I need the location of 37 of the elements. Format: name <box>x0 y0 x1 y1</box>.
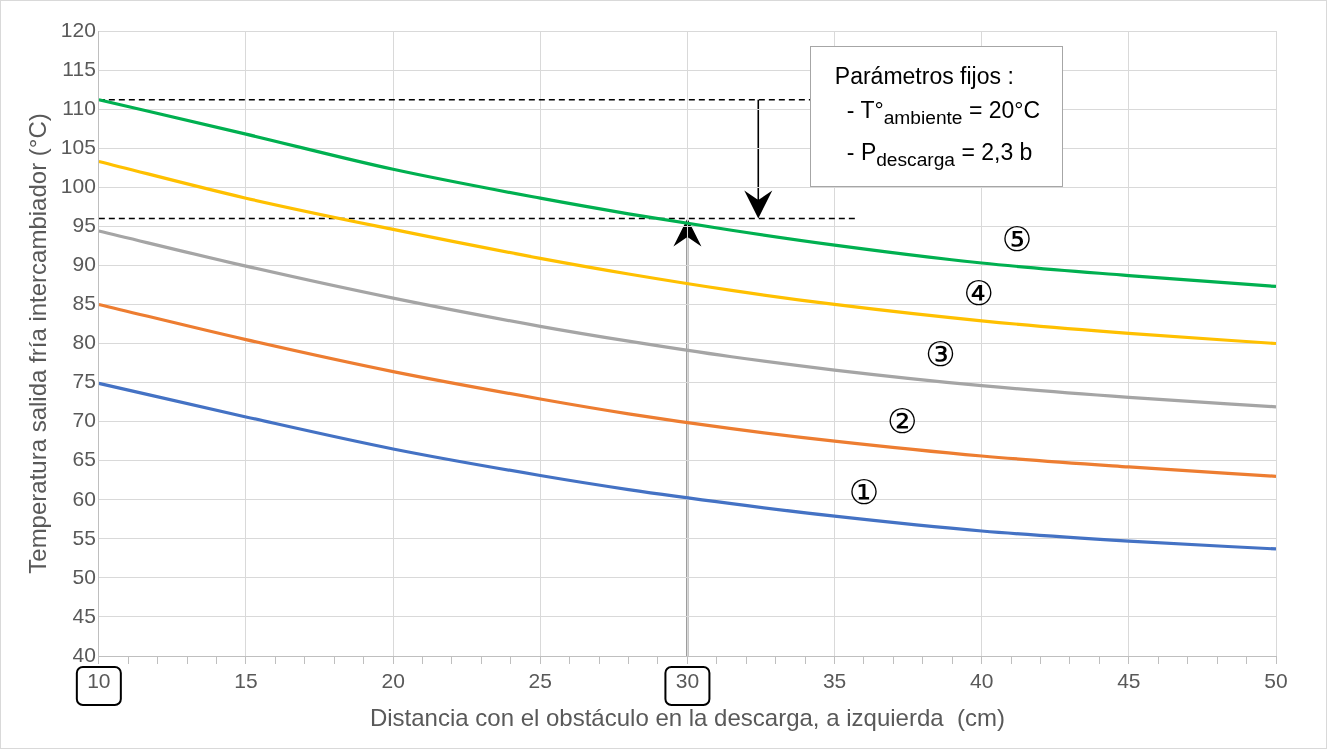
annotation: Parámetros fijos : <box>834 62 1015 91</box>
x-tick-label: 50 <box>1264 669 1288 693</box>
x-tick-label: 30 <box>675 669 700 693</box>
y-tick-label: 85 <box>72 291 96 315</box>
series-label: ⑤ <box>1001 218 1033 259</box>
y-tick-label: 40 <box>72 642 96 666</box>
y-tick-label: 55 <box>72 525 96 549</box>
x-tick-label: 45 <box>1117 669 1141 693</box>
x-tick-label: 25 <box>528 669 552 693</box>
y-tick-label: 75 <box>72 369 96 393</box>
y-tick-label: 60 <box>72 486 96 510</box>
y-axis-title: Temperatura salida fría intercambiador (°C) <box>24 113 52 574</box>
y-tick-label: 65 <box>72 447 96 471</box>
y-tick-label: 110 <box>62 95 96 119</box>
x-tick-label: 20 <box>381 669 405 693</box>
x-tick-label: 15 <box>234 669 258 693</box>
x-tick-label: 10 <box>87 669 111 693</box>
line-series <box>98 381 1276 551</box>
annotation: - T°$_{ambiente}$ = 20°C <box>845 96 1041 130</box>
y-tick-label: 70 <box>72 408 96 432</box>
series-label: ④ <box>963 273 995 314</box>
x-tick-label: 40 <box>970 669 994 693</box>
series-label: ② <box>887 400 918 441</box>
y-tick-label: 115 <box>62 56 96 80</box>
y-tick-label: 95 <box>72 213 96 237</box>
y-tick-label: 105 <box>60 134 96 158</box>
y-tick-label: 90 <box>72 252 96 276</box>
x-tick-label: 35 <box>822 669 847 693</box>
x-axis-title: Distancia con el obstáculo en la descarga, a izquierda (cm) <box>369 704 1005 732</box>
y-tick-label: 100 <box>60 174 96 198</box>
annotation: - P$_{descarga}$ = 2,3 b <box>845 137 1034 172</box>
series-label: ③ <box>925 334 956 375</box>
y-tick-label: 80 <box>72 330 96 354</box>
series-label: ① <box>848 471 880 512</box>
y-tick-label: 45 <box>72 603 96 627</box>
y-tick-label: 50 <box>72 564 96 588</box>
y-tick-label: 120 <box>60 17 96 41</box>
